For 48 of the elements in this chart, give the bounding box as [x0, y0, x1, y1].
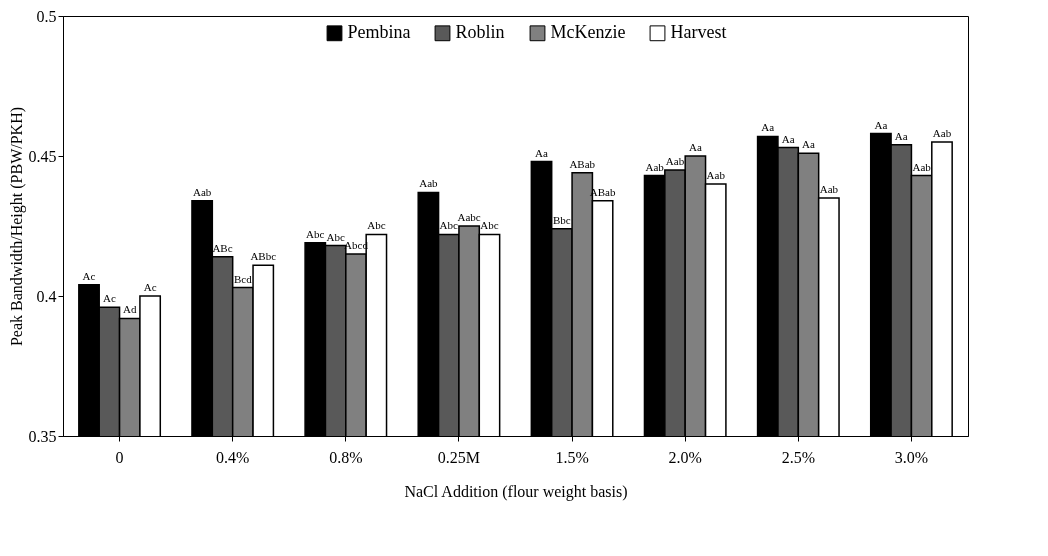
- x-tick-label: 2.0%: [668, 448, 702, 466]
- x-tick-label: 0: [115, 448, 124, 466]
- data-label: Aab: [819, 183, 839, 195]
- x-tick-label: 1.5%: [555, 448, 589, 466]
- data-label: Bcd: [234, 272, 253, 285]
- data-label: ABc: [212, 241, 233, 254]
- data-label: Aab: [932, 127, 952, 139]
- data-label: Aab: [665, 155, 685, 167]
- data-label: Aa: [688, 141, 702, 153]
- data-label: ABab: [569, 157, 596, 170]
- data-label: Aab: [912, 160, 932, 173]
- y-tick-label: 0.5: [36, 7, 57, 25]
- data-label: Aa: [761, 121, 775, 134]
- data-label: Aa: [802, 138, 816, 151]
- data-label: Bbc: [553, 213, 571, 226]
- x-axis-title: NaCl Addition (flour weight basis): [404, 482, 628, 501]
- legend-label: Harvest: [670, 22, 727, 43]
- data-label: Abc: [439, 219, 459, 232]
- x-tick-label: 0.4%: [216, 448, 250, 466]
- data-label: Ac: [102, 292, 116, 305]
- y-tick-label: 0.45: [28, 147, 57, 165]
- data-label: Aab: [706, 169, 726, 181]
- y-tick-label: 0.4: [36, 287, 57, 305]
- data-label: Aab: [419, 177, 439, 190]
- legend-label: Roblin: [455, 22, 505, 43]
- data-label: Abc: [326, 230, 345, 243]
- data-label: Aa: [535, 146, 549, 159]
- data-label: Ac: [143, 281, 157, 293]
- data-label: Ad: [123, 303, 137, 316]
- y-tick-label: 0.35: [28, 427, 57, 445]
- data-label: Abc: [367, 219, 386, 232]
- data-label: Abc: [306, 227, 325, 240]
- data-label: Aa: [894, 129, 908, 142]
- data-label: Aa: [874, 118, 888, 131]
- data-label: Aabc: [457, 211, 481, 223]
- x-tick-label: 3.0%: [894, 448, 929, 466]
- data-label: Aa: [781, 132, 795, 145]
- data-label: Aab: [192, 185, 212, 198]
- y-axis-title: Peak Bandwidth/Height (PBW/PKH): [7, 106, 26, 347]
- data-label: Aab: [645, 160, 665, 173]
- x-tick-label: 2.5%: [781, 448, 815, 466]
- x-tick-label: 0.25M: [437, 448, 481, 466]
- legend-label: McKenzie: [550, 22, 626, 43]
- x-tick-label: 0.8%: [329, 448, 363, 466]
- legend-label: Pembina: [347, 22, 411, 43]
- data-label: Abc: [480, 219, 499, 232]
- data-label: Ac: [82, 269, 96, 282]
- data-label: ABbc: [250, 250, 277, 263]
